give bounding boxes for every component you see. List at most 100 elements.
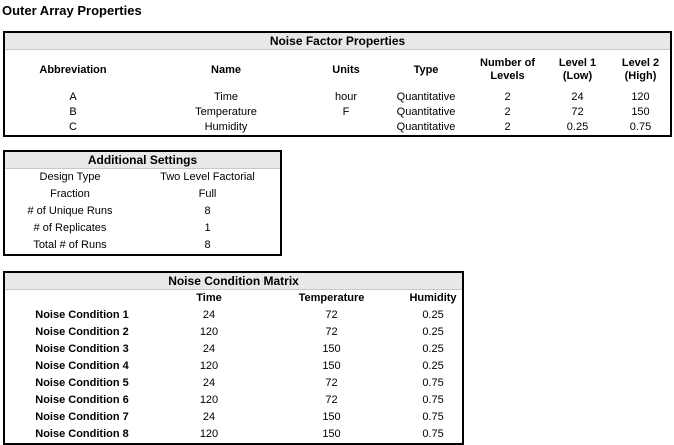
header-name: Name [211, 63, 241, 76]
noise-condition-row-3: Noise Condition 3 24 150 0.25 [4, 341, 463, 358]
setting-row-total-runs: Total # of Runs 8 [4, 237, 281, 255]
cell-level1: 24 [571, 91, 584, 103]
cell-humidity: 0.75 [422, 394, 444, 406]
factor-row-C: C Humidity Quantitative 2 0.25 0.75 [4, 120, 671, 136]
noise-condition-row-1: Noise Condition 1 24 72 0.25 [4, 307, 463, 324]
row-label: Noise Condition 8 [35, 428, 129, 440]
outer-array-properties-report: Outer Array Properties Noise Factor Prop… [0, 3, 674, 445]
row-label: Noise Condition 7 [35, 411, 129, 423]
header-line: Levels [490, 70, 525, 82]
table-title-row: Noise Factor Properties [4, 32, 671, 50]
header-line: Level 2 [621, 57, 660, 69]
cell-temperature: 72 [325, 326, 338, 338]
noise-condition-row-8: Noise Condition 8 120 150 0.75 [4, 426, 463, 444]
header-line: Number of [480, 57, 535, 69]
cell-temperature: 150 [322, 411, 341, 423]
header-number-of-levels: Number of Levels [471, 50, 544, 91]
setting-label: Total # of Runs [33, 239, 107, 251]
noise-condition-matrix-table: Noise Condition Matrix Time Temperature … [3, 271, 465, 445]
factor-row-A: A Time hour Quantitative 2 24 120 [4, 90, 671, 105]
cell-temperature: 150 [322, 360, 341, 372]
noise-factor-properties-table: Noise Factor Properties Abbreviation Nam… [3, 31, 672, 137]
setting-value: 1 [204, 222, 211, 234]
table-title-row: Noise Condition Matrix [4, 272, 464, 290]
cell-time: 24 [202, 411, 216, 423]
setting-row-fraction: Fraction Full [4, 186, 281, 203]
cell-type: Quantitative [396, 106, 456, 118]
cell-units: F [342, 106, 350, 118]
cell-name: Time [213, 91, 239, 103]
cell-level2: 120 [631, 91, 650, 103]
noise-factor-table-title: Noise Factor Properties [4, 32, 671, 50]
setting-row-replicates: # of Replicates 1 [4, 220, 281, 237]
row-label: Noise Condition 5 [35, 377, 129, 389]
cell-level1: 0.25 [566, 121, 589, 133]
cell-abbreviation: A [69, 91, 77, 103]
cell-time: 24 [202, 309, 216, 321]
noise-condition-row-6: Noise Condition 6 120 72 0.75 [4, 392, 463, 409]
noise-condition-row-4: Noise Condition 4 120 150 0.25 [4, 358, 463, 375]
cell-abbreviation: B [69, 106, 77, 118]
setting-value: Full [198, 188, 217, 200]
cell-temperature: 150 [322, 428, 341, 440]
row-label: Noise Condition 1 [35, 309, 129, 321]
cell-type: Quantitative [396, 91, 456, 103]
cell-temperature: 150 [322, 343, 341, 355]
setting-value: 8 [204, 239, 211, 251]
header-level2-high: Level 2 (High) [611, 50, 671, 91]
cell-abbreviation: C [69, 121, 77, 133]
row-label: Noise Condition 6 [35, 394, 129, 406]
cell-time: 120 [199, 394, 219, 406]
row-label: Noise Condition 2 [35, 326, 129, 338]
cell-temperature: 72 [325, 394, 338, 406]
header-line: (Low) [562, 70, 593, 82]
noise-condition-matrix-title: Noise Condition Matrix [4, 272, 464, 290]
header-units: Units [332, 63, 360, 76]
setting-value: Two Level Factorial [160, 171, 255, 183]
header-abbreviation: Abbreviation [39, 63, 107, 76]
additional-settings-title: Additional Settings [4, 151, 281, 169]
cell-time: 120 [199, 326, 219, 338]
header-humidity: Humidity [409, 292, 457, 304]
column-header-row: Abbreviation Name Units Type Number of L… [4, 50, 671, 91]
cell-humidity: 0.25 [422, 360, 444, 372]
setting-label: Fraction [50, 188, 90, 200]
header-type: Type [413, 63, 439, 76]
cell-name: Humidity [204, 121, 248, 133]
cell-humidity: 0.25 [422, 309, 444, 321]
cell-units: hour [334, 91, 358, 103]
cell-humidity: 0.25 [422, 326, 444, 338]
header-line: Level 1 [558, 57, 597, 69]
cell-level2: 0.75 [629, 121, 652, 133]
table-title-row: Additional Settings [4, 151, 281, 169]
cell-time: 120 [199, 428, 219, 440]
cell-number-of-levels: 2 [504, 121, 511, 133]
cell-number-of-levels: 2 [504, 106, 511, 118]
cell-number-of-levels: 2 [504, 91, 511, 103]
header-temperature: Temperature [298, 292, 365, 304]
cell-time: 24 [202, 343, 216, 355]
header-line: (High) [624, 70, 657, 82]
setting-label: # of Replicates [33, 222, 107, 234]
cell-type: Quantitative [396, 121, 456, 133]
cell-temperature: 72 [325, 309, 338, 321]
header-blank [4, 290, 159, 308]
cell-time: 120 [199, 360, 219, 372]
cell-humidity: 0.75 [422, 411, 444, 423]
setting-row-design-type: Design Type Two Level Factorial [4, 169, 281, 187]
cell-temperature: 72 [325, 377, 338, 389]
additional-settings-table: Additional Settings Design Type Two Leve… [3, 150, 282, 256]
cell-humidity: 0.75 [422, 377, 444, 389]
setting-label: Design Type [39, 171, 101, 183]
noise-condition-row-7: Noise Condition 7 24 150 0.75 [4, 409, 463, 426]
noise-condition-row-5: Noise Condition 5 24 72 0.75 [4, 375, 463, 392]
setting-row-unique-runs: # of Unique Runs 8 [4, 203, 281, 220]
noise-condition-row-2: Noise Condition 2 120 72 0.25 [4, 324, 463, 341]
cell-level1: 72 [571, 106, 584, 118]
header-time: Time [196, 292, 222, 304]
header-level1-low: Level 1 (Low) [544, 50, 611, 91]
cell-humidity: 0.25 [422, 343, 444, 355]
setting-value: 8 [204, 205, 211, 217]
cell-name: Temperature [195, 106, 257, 118]
cell-humidity: 0.75 [422, 428, 444, 440]
